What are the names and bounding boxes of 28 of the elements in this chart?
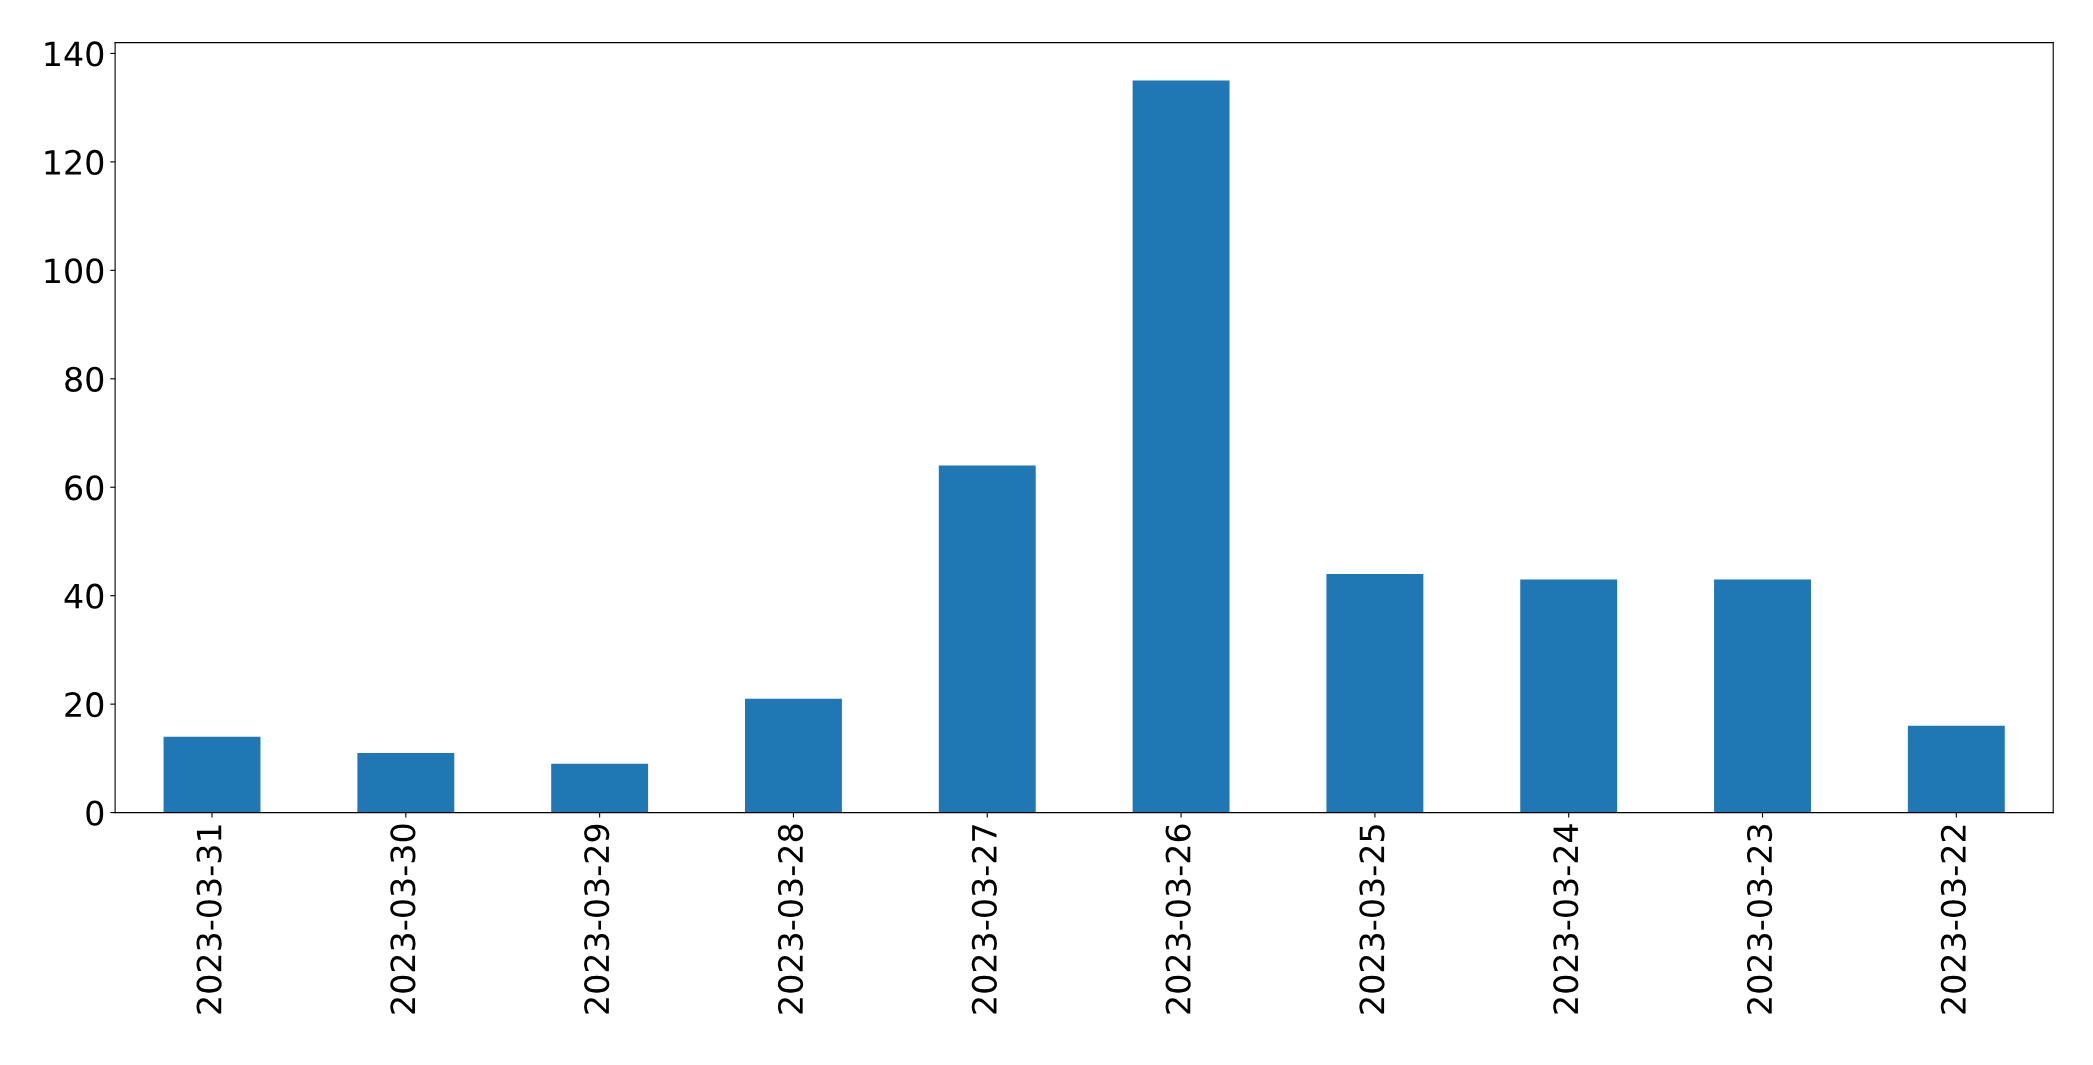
bar xyxy=(938,465,1036,813)
y-tick-label: 0 xyxy=(86,800,104,826)
bar xyxy=(1714,579,1811,813)
x-tick-label: 2023-03-27 xyxy=(971,825,997,1014)
y-tick-label: 140 xyxy=(45,41,104,67)
y-tick-label: 40 xyxy=(64,583,104,609)
bar xyxy=(745,698,842,813)
x-tick-label: 2023-03-29 xyxy=(584,824,610,1014)
y-tick-label: 100 xyxy=(45,258,104,284)
x-tick-label: 2023-03-28 xyxy=(777,824,804,1014)
y-tick-label: 120 xyxy=(45,149,104,176)
y-tick-label: 80 xyxy=(65,366,104,392)
x-tick-label: 2023-03-31 xyxy=(196,825,222,1014)
bar xyxy=(357,752,455,813)
x-tick-label: 2023-03-25 xyxy=(1359,825,1385,1014)
bar xyxy=(1326,574,1424,813)
x-tick-label: 2023-03-23 xyxy=(1746,824,1773,1014)
bar xyxy=(163,736,261,813)
x-tick-label: 2023-03-30 xyxy=(390,824,416,1014)
bar xyxy=(1520,579,1618,813)
y-tick-label: 20 xyxy=(65,692,104,718)
x-tick-label: 2023-03-26 xyxy=(1165,824,1191,1014)
x-tick-label: 2023-03-24 xyxy=(1553,824,1579,1014)
bar xyxy=(1132,80,1230,813)
x-tick-label: 2023-03-22 xyxy=(1940,825,1966,1014)
bar xyxy=(551,763,649,813)
bar xyxy=(1907,725,2005,813)
y-tick-label: 60 xyxy=(65,475,104,501)
